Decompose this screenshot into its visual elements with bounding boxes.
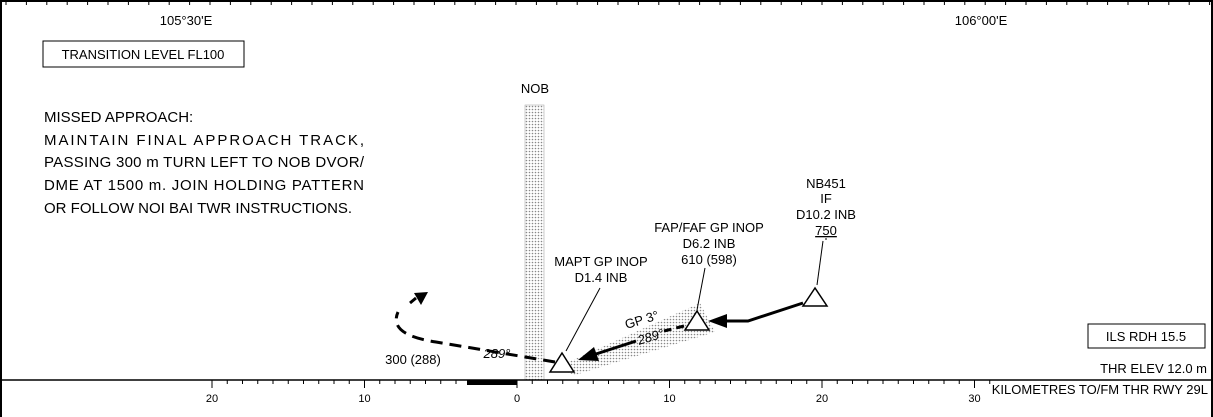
runway-bar bbox=[467, 380, 517, 385]
faf-fix-triangle bbox=[683, 309, 711, 331]
transition-level-text: TRANSITION LEVEL FL100 bbox=[62, 47, 225, 62]
missed-approach-climb bbox=[409, 296, 417, 305]
if-name: NB451 bbox=[806, 176, 846, 191]
if-distance: D10.2 INB bbox=[796, 207, 856, 222]
if-label: IF bbox=[820, 191, 832, 206]
axis-label: KILOMETRES TO/FM THR RWY 29L bbox=[992, 382, 1208, 397]
final-approach-arrow bbox=[578, 347, 599, 361]
axis-tick-label: 20 bbox=[206, 393, 218, 405]
mapt-fix-triangle bbox=[548, 351, 576, 373]
intermediate-track bbox=[724, 301, 804, 323]
if-altitude: 750 bbox=[815, 223, 837, 238]
axis-tick-label: 0 bbox=[514, 393, 520, 405]
axis-tick-label: 10 bbox=[358, 393, 370, 405]
intermediate-track-arrow bbox=[708, 314, 727, 328]
faf-fix: FAP/FAF GP INOP D6.2 INB 610 (598) bbox=[654, 220, 764, 331]
missed-approach-arrow bbox=[414, 292, 428, 305]
faf-altitude: 610 (598) bbox=[681, 252, 737, 267]
if-fix-triangle bbox=[801, 286, 829, 307]
distance-axis: 0 10 20 30 10 20 bbox=[206, 380, 991, 405]
final-approach-track-dashed bbox=[663, 324, 685, 333]
missed-track-label: 289° bbox=[483, 346, 511, 361]
axis-tick-label: 10 bbox=[663, 393, 675, 405]
ils-rdh-box: ILS RDH 15.5 bbox=[1087, 323, 1206, 349]
transition-level-box: TRANSITION LEVEL FL100 bbox=[42, 40, 245, 68]
nob-label: NOB bbox=[521, 81, 549, 96]
axis-tick-label: 20 bbox=[816, 393, 828, 405]
longitude-label-right: 106°00'E bbox=[955, 13, 1008, 28]
missed-approach-line-1: MAINTAIN FINAL APPROACH TRACK, bbox=[44, 132, 364, 149]
axis-tick-label: 30 bbox=[968, 393, 980, 405]
missed-approach-line-2: PASSING 300 m TURN LEFT TO NOB DVOR/ bbox=[44, 154, 365, 171]
mapt-fix: MAPT GP INOP D1.4 INB bbox=[548, 254, 648, 373]
missed-approach-line-4: OR FOLLOW NOI BAI TWR INSTRUCTIONS. bbox=[44, 200, 352, 217]
turn-altitude-label: 300 (288) bbox=[385, 352, 441, 367]
faf-distance: D6.2 INB bbox=[683, 236, 736, 251]
if-fix: NB451 IF D10.2 INB 750 bbox=[796, 176, 856, 307]
mapt-distance: D1.4 INB bbox=[575, 270, 628, 285]
longitude-label-left: 105°30'E bbox=[160, 13, 213, 28]
missed-approach-path bbox=[394, 311, 556, 364]
nob-cone-column bbox=[524, 104, 545, 381]
final-approach-track bbox=[595, 339, 637, 356]
top-ruler-ticks bbox=[5, 1, 1211, 5]
missed-approach-text: MISSED APPROACH: MAINTAIN FINAL APPROACH… bbox=[44, 109, 365, 217]
faf-name: FAP/FAF GP INOP bbox=[654, 220, 764, 235]
mapt-name: MAPT GP INOP bbox=[554, 254, 647, 269]
missed-approach-line-3: DME AT 1500 m. JOIN HOLDING PATTERN bbox=[44, 177, 364, 194]
thr-elev-label: THR ELEV 12.0 m bbox=[1100, 361, 1207, 376]
missed-approach-heading: MISSED APPROACH: bbox=[44, 109, 193, 126]
ils-rdh-text: ILS RDH 15.5 bbox=[1106, 329, 1186, 344]
